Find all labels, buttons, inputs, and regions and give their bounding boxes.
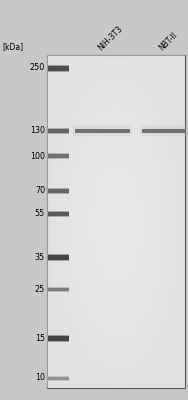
Text: NBT-II: NBT-II <box>157 30 179 52</box>
Bar <box>47 55 185 388</box>
Text: 35: 35 <box>35 253 45 262</box>
Text: 25: 25 <box>35 285 45 294</box>
Text: 100: 100 <box>30 152 45 161</box>
Text: 130: 130 <box>30 126 45 136</box>
Bar <box>48 188 69 194</box>
Bar <box>48 255 69 260</box>
Bar <box>48 128 69 134</box>
Text: [kDa]: [kDa] <box>2 42 23 51</box>
Text: 70: 70 <box>35 186 45 195</box>
Text: 15: 15 <box>35 334 45 344</box>
Text: 250: 250 <box>30 64 45 72</box>
Bar <box>48 188 69 192</box>
Bar <box>48 154 69 158</box>
Bar <box>48 211 69 217</box>
Bar <box>48 376 69 380</box>
Bar <box>75 129 130 133</box>
Bar <box>48 154 69 159</box>
Bar <box>48 287 69 292</box>
Bar <box>48 129 69 133</box>
Bar <box>48 288 69 291</box>
Text: NIH-3T3: NIH-3T3 <box>96 24 124 52</box>
Text: 55: 55 <box>35 209 45 218</box>
Bar <box>142 129 185 133</box>
Bar <box>48 376 69 380</box>
Bar <box>48 212 69 216</box>
Bar <box>48 254 69 261</box>
Text: 10: 10 <box>35 374 45 382</box>
Bar <box>48 64 69 72</box>
Bar <box>73 126 132 136</box>
Bar <box>48 336 69 342</box>
Bar <box>48 66 69 70</box>
Bar <box>48 336 69 342</box>
Bar <box>140 126 187 136</box>
